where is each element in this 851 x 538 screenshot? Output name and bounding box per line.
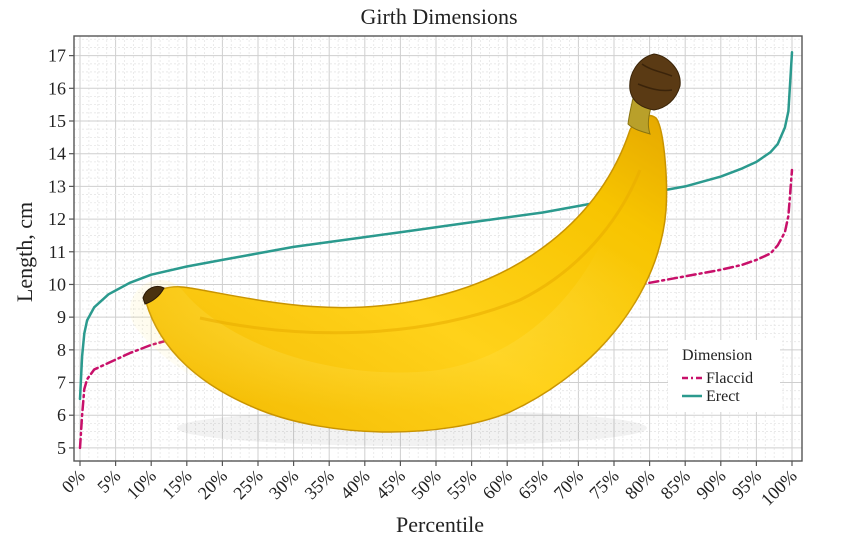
x-tick-label: 45% (372, 466, 409, 503)
y-tick-label: 5 (57, 438, 66, 458)
y-tick-label: 6 (57, 405, 66, 425)
x-tick-label: 25% (229, 466, 266, 503)
x-tick-label: 35% (301, 466, 338, 503)
series-line-erect (78, 51, 794, 401)
banana-stem-tip (629, 53, 681, 111)
plot-frame (73, 35, 803, 462)
y-tick-label: 12 (48, 209, 66, 229)
x-tick-label: 100% (757, 466, 801, 510)
x-tick-label: 5% (93, 466, 124, 497)
y-tick-label: 11 (49, 242, 66, 262)
y-tick-label: 15 (48, 111, 66, 131)
y-tick-label: 14 (48, 144, 66, 164)
y-tick-label: 9 (57, 307, 66, 327)
x-tick-label: 15% (158, 466, 195, 503)
legend-title: Dimension (682, 347, 752, 364)
legend-label-erect: Erect (706, 388, 740, 405)
y-tick-label: 17 (48, 46, 66, 66)
x-tick-label: 50% (407, 466, 444, 503)
y-tick-label: 7 (57, 373, 66, 393)
legend-label-flaccid: Flaccid (706, 370, 753, 387)
legend-box (668, 340, 780, 412)
legend: Dimension Flaccid Erect (668, 340, 780, 412)
x-tick-label: 65% (514, 466, 551, 503)
chart-title: Girth Dimensions (360, 4, 517, 29)
y-axis-label: Length, cm (12, 202, 37, 302)
banana-blossom-end (142, 285, 165, 305)
x-tick-label: 85% (657, 466, 694, 503)
x-tick-label: 90% (692, 466, 729, 503)
y-tick-label: 16 (48, 78, 66, 98)
y-axis-ticks: 5 6 7 8 9 10 11 12 13 14 15 16 17 (48, 46, 74, 458)
x-tick-label: 60% (479, 466, 516, 503)
y-tick-label: 13 (48, 176, 66, 196)
banana-image (130, 53, 681, 446)
x-tick-label: 75% (585, 466, 622, 503)
x-tick-label: 80% (621, 466, 658, 503)
x-tick-label: 30% (265, 466, 302, 503)
x-tick-label: 10% (123, 466, 160, 503)
x-tick-label: 70% (550, 466, 587, 503)
x-axis-label: Percentile (396, 512, 484, 537)
x-tick-label: 40% (336, 466, 373, 503)
x-tick-label: 0% (58, 466, 89, 497)
y-tick-label: 10 (48, 274, 66, 294)
y-tick-label: 8 (57, 340, 66, 360)
x-tick-label: 20% (194, 466, 231, 503)
x-tick-label: 55% (443, 466, 480, 503)
x-axis-ticks: 0% 5%10%15%20%25%30%35%40%45%50%55%60%65%… (58, 461, 801, 510)
